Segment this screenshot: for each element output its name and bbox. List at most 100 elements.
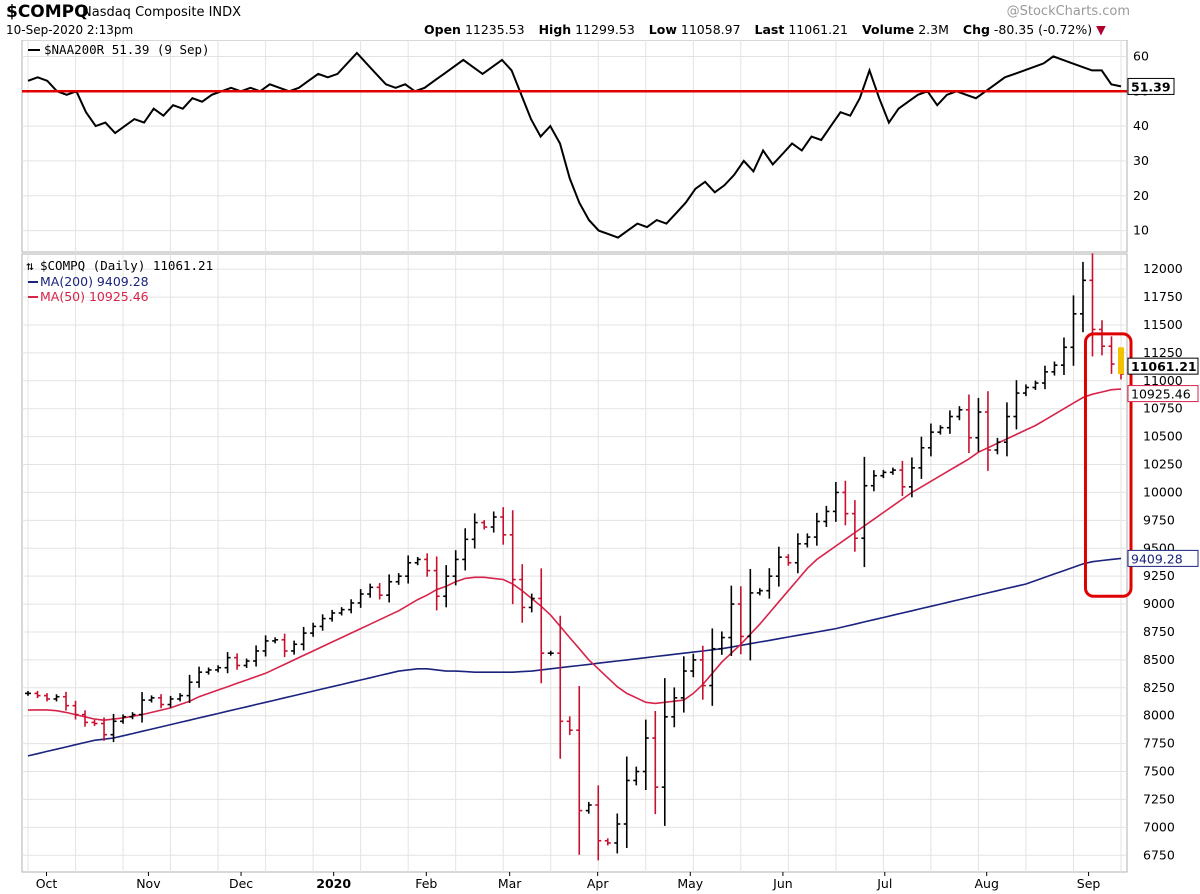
ohlc-bar <box>424 553 431 577</box>
ohlc-summary: Open 11235.53 High 11299.53 Low 11058.97… <box>424 22 1106 37</box>
ohlc-bar <box>747 568 754 661</box>
ohlc-bar <box>1079 261 1086 333</box>
chg-down-arrow-icon: ▼ <box>1096 22 1106 37</box>
ohlc-bar <box>794 533 801 574</box>
ohlc-bar <box>842 480 849 526</box>
ohlc-bar <box>72 700 79 720</box>
ohlc-bar <box>690 653 697 678</box>
ohlc-bar <box>642 719 649 790</box>
x-tick-label: 2020 <box>316 876 351 891</box>
ohlc-bar <box>671 687 678 728</box>
last-price-tag-box <box>1127 357 1199 375</box>
price-y-tick-label: 11500 <box>1143 317 1183 332</box>
low-value: 11058.97 <box>680 22 741 37</box>
ohlc-bar <box>851 500 858 552</box>
ohlc-bar <box>82 710 89 727</box>
price-y-tick-label: 6750 <box>1143 847 1175 862</box>
ohlc-bar <box>348 599 355 614</box>
price-y-tick-label: 12000 <box>1143 261 1183 276</box>
price-y-tick-label: 10750 <box>1143 401 1183 416</box>
x-tick-label: Apr <box>587 876 609 891</box>
ohlc-bar <box>718 631 725 655</box>
ohlc-bar <box>519 564 526 623</box>
ohlc-bar <box>775 546 782 587</box>
ohlc-bar <box>566 716 573 736</box>
price-y-tick-label: 10000 <box>1143 484 1183 499</box>
ohlc-bar <box>918 436 925 479</box>
ohlc-bar <box>148 695 155 703</box>
x-tick-label: Dec <box>229 876 253 891</box>
last-price-tag: 11061.21 <box>1131 359 1197 374</box>
ohlc-bar <box>490 511 497 533</box>
ohlc-bar <box>1108 336 1115 374</box>
chg-value: -80.35 (-0.72%) <box>993 22 1093 37</box>
ohlc-bar <box>585 801 592 814</box>
ohlc-bar <box>946 410 953 434</box>
ohlc-bar <box>443 565 450 608</box>
ohlc-bar <box>623 756 630 848</box>
ticker-name: Nasdaq Composite INDX <box>82 5 242 20</box>
ohlc-bar <box>319 614 326 631</box>
price-y-tick-label: 8250 <box>1143 680 1175 695</box>
x-tick-label: Feb <box>415 876 437 891</box>
ohlc-bar <box>53 694 60 702</box>
ohlc-bar <box>452 550 459 586</box>
volume-label: Volume <box>861 22 915 37</box>
low-label: Low <box>648 22 677 37</box>
price-legend-label: $COMPQ (Daily) 11061.21 <box>40 258 213 273</box>
ohlc-bar <box>101 717 108 741</box>
recent-pullback-highlight-box <box>1083 332 1133 598</box>
ohlc-bar <box>167 695 174 708</box>
breadth-panel-frame <box>21 40 1128 253</box>
ohlc-legend-icon: ⇅ <box>26 258 34 273</box>
x-tick-label: Jun <box>772 876 793 891</box>
ohlc-bar <box>652 711 659 815</box>
ohlc-bar <box>471 513 478 549</box>
ohlc-bar <box>34 690 41 699</box>
ohlc-bar <box>813 512 820 546</box>
ohlc-bar <box>367 583 374 598</box>
ohlc-bar <box>1089 253 1096 357</box>
ohlc-bar <box>823 505 830 527</box>
ohlc-bar <box>300 626 307 651</box>
ohlc-bar <box>338 607 345 616</box>
ohlc-bar <box>1013 380 1020 430</box>
x-tick-label: Aug <box>974 876 998 891</box>
ohlc-bar <box>1051 361 1058 376</box>
ohlc-bar <box>120 714 127 724</box>
ohlc-bar <box>1098 320 1105 356</box>
ohlc-bar <box>975 397 982 452</box>
breadth-last-tag-box <box>1127 77 1175 95</box>
ohlc-bar <box>462 528 469 571</box>
open-label: Open <box>424 22 461 37</box>
ohlc-bar <box>215 665 222 673</box>
price-y-tick-label: 9000 <box>1143 596 1175 611</box>
ohlc-bar <box>139 692 146 723</box>
last-bar-highlight <box>1118 347 1124 375</box>
ohlc-bar <box>395 573 402 585</box>
ohlc-bar <box>1060 337 1067 375</box>
stockcharts-watermark: @StockCharts.com <box>1006 4 1130 19</box>
ohlc-bars <box>25 253 1124 861</box>
ohlc-bar <box>481 520 488 530</box>
price-y-tick-label: 11750 <box>1143 289 1183 304</box>
ohlc-bar <box>994 437 1001 455</box>
price-y-tick-label: 8750 <box>1143 624 1175 639</box>
ohlc-bar <box>196 666 203 688</box>
ohlc-bar <box>984 391 991 471</box>
ohlc-bar <box>785 554 792 566</box>
ohlc-bar <box>357 589 364 608</box>
ohlc-bar <box>1070 295 1077 366</box>
ohlc-bar <box>889 467 896 475</box>
ohlc-bar <box>557 615 564 759</box>
x-tick-label: Nov <box>136 876 161 891</box>
ohlc-bar <box>386 574 393 603</box>
x-tick-label: Oct <box>36 876 58 891</box>
ohlc-bar <box>595 785 602 861</box>
ohlc-bar <box>908 457 915 498</box>
chart-header: $COMPQ Nasdaq Composite INDX 10-Sep-2020… <box>0 0 1200 40</box>
ohlc-bar <box>509 510 516 605</box>
x-tick-label: Mar <box>498 876 522 891</box>
ohlc-bar <box>614 813 621 854</box>
